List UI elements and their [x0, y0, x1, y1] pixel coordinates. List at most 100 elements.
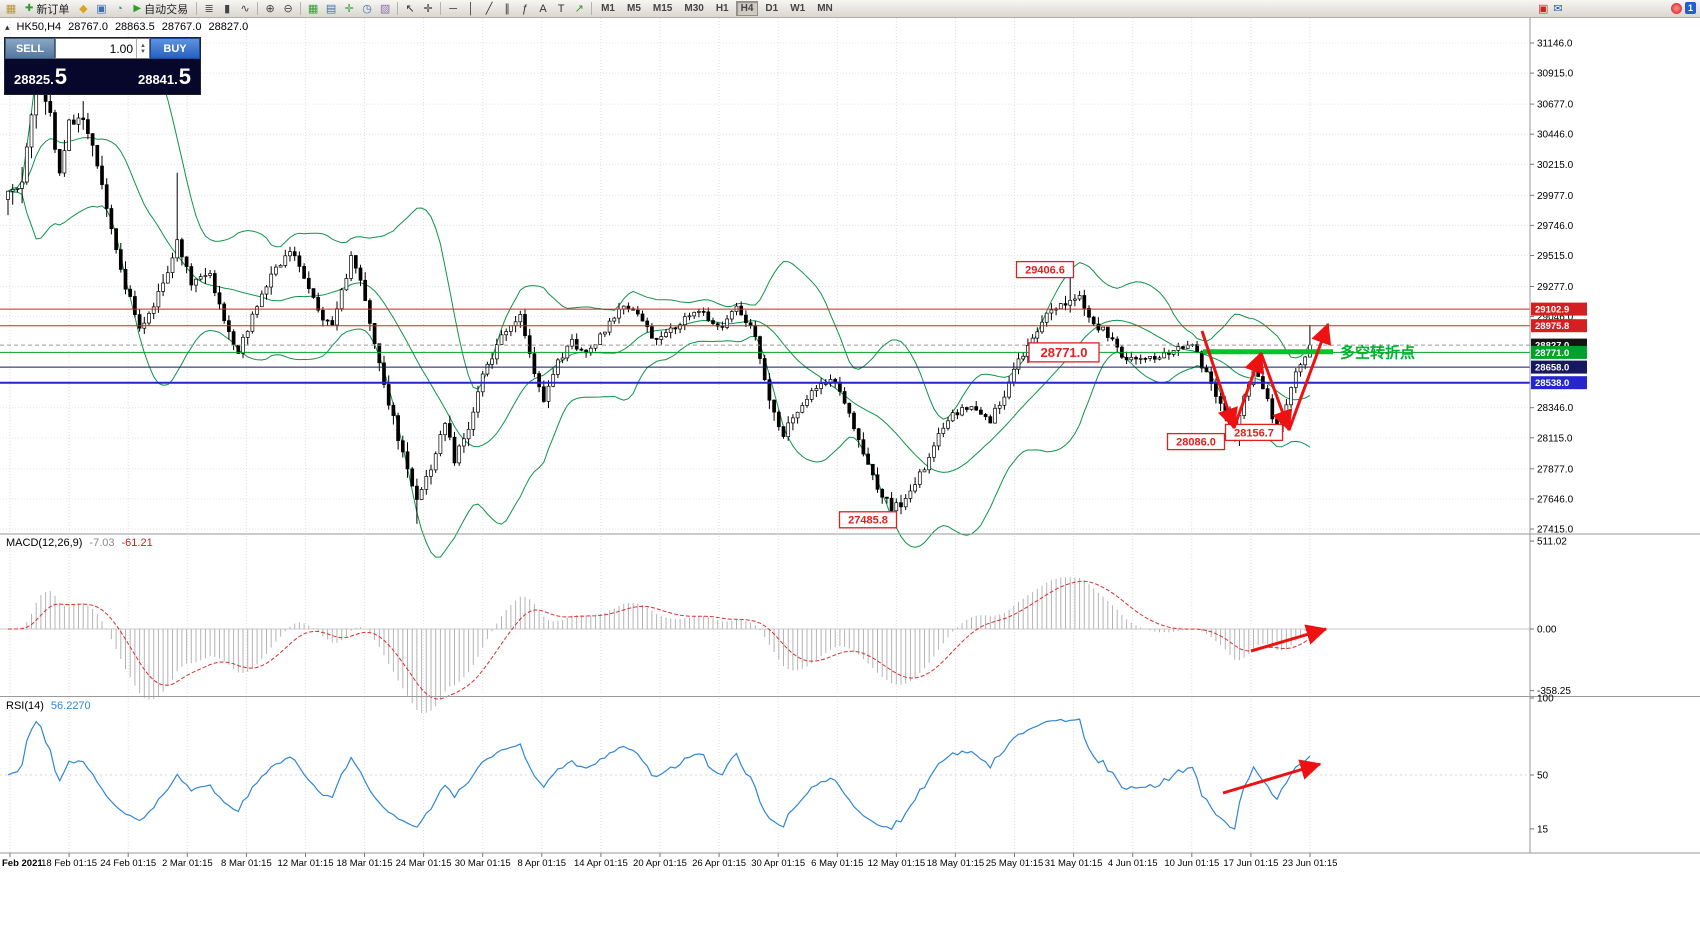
candlestick-chart-icon[interactable]: ▮ — [224, 3, 231, 15]
price-tag-28975.8[interactable]: 28975.8 — [1531, 319, 1587, 333]
cursor-icon[interactable]: ↖ — [405, 3, 415, 15]
one-click-collapse-toggle[interactable]: ▴ — [5, 22, 10, 32]
new-order-button-label: 新订单 — [36, 3, 70, 16]
indicator-plots — [7, 577, 1311, 831]
timeframe-m5[interactable]: M5 — [627, 3, 641, 14]
channel-icon[interactable]: ∥ — [504, 3, 510, 15]
svg-text:0.00: 0.00 — [1537, 625, 1557, 636]
timeframe-h4[interactable]: H4 — [735, 1, 759, 16]
svg-text:14 Apr 01:15: 14 Apr 01:15 — [574, 858, 628, 869]
horizontal-level-lines[interactable] — [0, 308, 1530, 384]
horizontal-line-icon[interactable]: ─ — [449, 2, 457, 15]
buy-price-big-digit: 5 — [178, 63, 191, 89]
crosshair-icon[interactable]: ✛ — [423, 3, 433, 15]
price-callout-28771.0[interactable]: 28771.0 — [1028, 342, 1100, 363]
buy-price-main: 28841. — [137, 71, 178, 87]
periods-icon[interactable]: ◷ — [362, 3, 372, 15]
text-icon[interactable]: A — [539, 2, 547, 15]
vertical-line-icon[interactable]: │ — [467, 2, 475, 15]
svg-text:31146.0: 31146.0 — [1537, 39, 1573, 50]
price-tag-29102.9[interactable]: 29102.9 — [1531, 302, 1587, 316]
axes[interactable]: 31146.0 30915.0 30677.0 30446.0 30215.0 29977… — [0, 18, 1700, 869]
svg-text:28658.0: 28658.0 — [1535, 363, 1569, 374]
toolbar-separator — [397, 2, 399, 15]
high-value: 28863.5 — [114, 21, 155, 33]
trendline-icon[interactable]: ╱ — [485, 3, 493, 15]
price-callout-28086.0[interactable]: 28086.0 — [1166, 432, 1226, 451]
timeframe-m30[interactable]: M30 — [684, 3, 704, 14]
arrange-windows-icon[interactable]: ▤ — [325, 3, 337, 15]
svg-text:28346.0: 28346.0 — [1537, 403, 1574, 414]
trend-arrow-main — [1287, 322, 1332, 431]
price-axis[interactable]: 31146.0 30915.0 30677.0 30446.0 30215.0 29977… — [1530, 39, 1574, 836]
buy-button[interactable]: BUY — [150, 38, 200, 59]
add-indicator-icon[interactable]: ✛ — [344, 3, 354, 15]
svg-text:29515.0: 29515.0 — [1537, 251, 1574, 262]
alert-dot-icon[interactable] — [1670, 2, 1682, 14]
price-tag-28771.0[interactable]: 28771.0 — [1531, 345, 1587, 359]
svg-text:10 Jun 01:15: 10 Jun 01:15 — [1164, 858, 1219, 869]
svg-text:30446.0: 30446.0 — [1537, 130, 1574, 141]
trend-arrow-macd — [1250, 624, 1328, 653]
sell-button[interactable]: SELL — [5, 38, 55, 59]
templates-icon[interactable]: ▧ — [379, 3, 391, 15]
rsi-value: 56.2270 — [50, 700, 91, 712]
price-tag-28538.0[interactable]: 28538.0 — [1531, 376, 1587, 390]
volume-stepper[interactable]: ▲ ▼ — [136, 39, 149, 58]
zoom-in-icon[interactable]: ⊕ — [265, 3, 275, 15]
price-callout-29406.6[interactable]: 29406.6 — [1015, 260, 1075, 279]
chart-window-icon[interactable]: ▦ — [5, 3, 17, 15]
svg-text:30677.0: 30677.0 — [1537, 100, 1574, 111]
line-chart-icon[interactable]: ∿ — [240, 3, 250, 15]
bar-chart-icon[interactable]: ≣ — [204, 3, 214, 15]
price-tag-28658.0[interactable]: 28658.0 — [1531, 360, 1587, 374]
refresh-icon[interactable]: ◔ — [116, 2, 123, 15]
svg-text:28771.0: 28771.0 — [1041, 345, 1088, 360]
analyst-drawings[interactable]: 29406.6 28771.0 28086.0 28156.7 27485.8 多空转折点 — [838, 260, 1416, 795]
alert-icon[interactable]: ▣ — [1538, 3, 1549, 15]
timeframe-h1[interactable]: H1 — [715, 3, 729, 14]
svg-text:23 Jun 01:15: 23 Jun 01:15 — [1283, 858, 1338, 869]
svg-text:17 Jun 01:15: 17 Jun 01:15 — [1223, 858, 1278, 869]
svg-text:18 Feb 01:15: 18 Feb 01:15 — [41, 858, 97, 869]
svg-text:15: 15 — [1537, 824, 1549, 835]
open-value: 28767.0 — [68, 21, 108, 33]
tile-windows-icon[interactable]: ▦ — [307, 3, 319, 15]
wand-icon[interactable]: ◆ — [79, 3, 88, 15]
svg-text:28538.0: 28538.0 — [1535, 378, 1569, 389]
text-label-icon[interactable]: T — [557, 2, 565, 15]
price-callout-28156.7[interactable]: 28156.7 — [1224, 423, 1284, 442]
history-center-icon[interactable]: ▣ — [96, 3, 107, 15]
volume-step-down-icon[interactable]: ▼ — [140, 48, 146, 55]
timeframe-m15[interactable]: M15 — [652, 3, 673, 14]
timeframe-d1[interactable]: D1 — [765, 3, 779, 14]
svg-text:28771.0: 28771.0 — [1535, 348, 1569, 359]
close-value: 28827.0 — [208, 21, 249, 33]
new-order-button[interactable]: ✚ 新订单 — [20, 1, 74, 17]
notification-badge[interactable]: 1 — [1684, 2, 1696, 14]
buy-price[interactable]: 28841. 5 — [138, 64, 191, 90]
timeframe-w1[interactable]: W1 — [790, 3, 806, 14]
timeframe-m1[interactable]: M1 — [601, 3, 615, 14]
sell-price[interactable]: 28825. 5 — [14, 64, 67, 90]
autotrading-button[interactable]: ▶ 自动交易 — [128, 1, 193, 17]
bollinger-bands — [7, 40, 1311, 558]
volume-input[interactable]: 1.00 ▲ ▼ — [55, 38, 150, 59]
svg-text:30215.0: 30215.0 — [1537, 160, 1574, 171]
timeframe-mn[interactable]: MN — [817, 3, 833, 14]
svg-text:24 Feb 01:15: 24 Feb 01:15 — [100, 858, 156, 869]
macd-signal-value: -61.21 — [121, 537, 153, 549]
zoom-out-icon[interactable]: ⊖ — [283, 3, 293, 15]
svg-text:12 Mar 01:15: 12 Mar 01:15 — [278, 858, 334, 869]
autotrading-button-icon: ▶ — [133, 3, 142, 14]
arrows-tool-icon[interactable]: ↗ — [574, 3, 584, 15]
svg-text:4 Jun 01:15: 4 Jun 01:15 — [1108, 858, 1158, 869]
svg-text:29277.0: 29277.0 — [1537, 282, 1574, 293]
mail-icon[interactable]: ✉ — [1553, 3, 1563, 15]
price-callout-27485.8[interactable]: 27485.8 — [838, 511, 898, 529]
volume-step-up-icon[interactable]: ▲ — [140, 42, 146, 49]
svg-text:18 May 01:15: 18 May 01:15 — [927, 858, 985, 869]
fibonacci-icon[interactable]: ƒ — [522, 2, 529, 15]
